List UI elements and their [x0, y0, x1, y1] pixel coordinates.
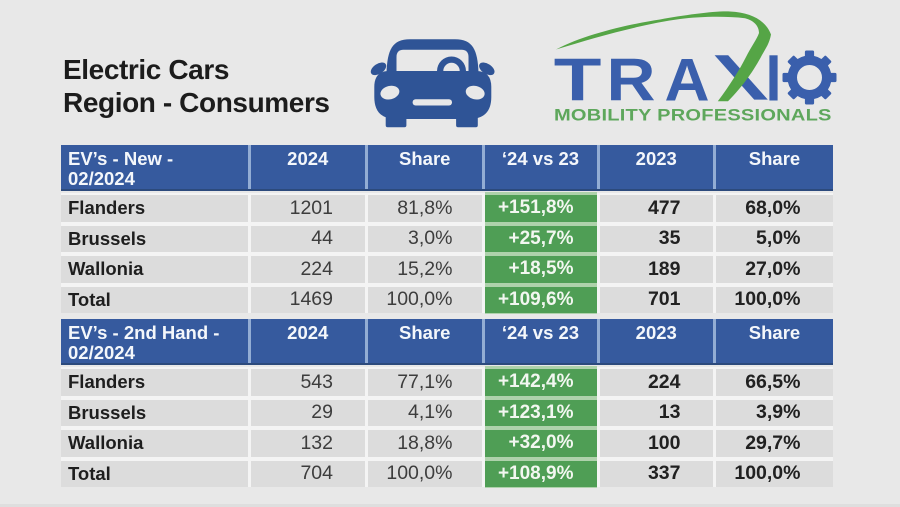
svg-text:MOBILITY PROFESSIONALS: MOBILITY PROFESSIONALS — [554, 105, 832, 124]
svg-text:R: R — [607, 46, 656, 113]
svg-text:A: A — [665, 47, 710, 114]
svg-text:T: T — [554, 46, 602, 113]
